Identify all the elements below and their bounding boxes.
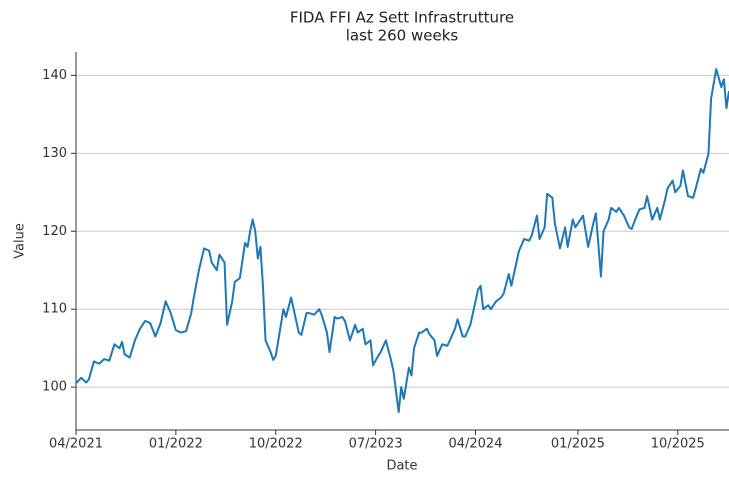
y-tick-label: 110 (42, 302, 67, 317)
x-tick-label: 10/2025 (651, 437, 705, 452)
data-line (75, 68, 729, 414)
y-tick-label: 100 (42, 380, 67, 395)
y-tick-label: 130 (42, 146, 67, 161)
chart-subtitle: last 260 weeks (346, 27, 459, 45)
x-tick-label: 01/2022 (149, 437, 203, 452)
x-tick-label: 07/2023 (349, 437, 403, 452)
y-axis-label: Value (13, 223, 28, 259)
y-tick-label: 120 (42, 224, 67, 239)
x-tick-label: 04/2021 (49, 437, 103, 452)
x-tick-label: 01/2025 (551, 437, 605, 452)
chart-title: FIDA FFI Az Sett Infrastrutture (290, 9, 514, 27)
x-axis-label: Date (386, 459, 417, 474)
x-tick-label: 10/2022 (249, 437, 303, 452)
x-tick-label: 04/2024 (448, 437, 502, 452)
y-tick-label: 140 (42, 68, 67, 83)
